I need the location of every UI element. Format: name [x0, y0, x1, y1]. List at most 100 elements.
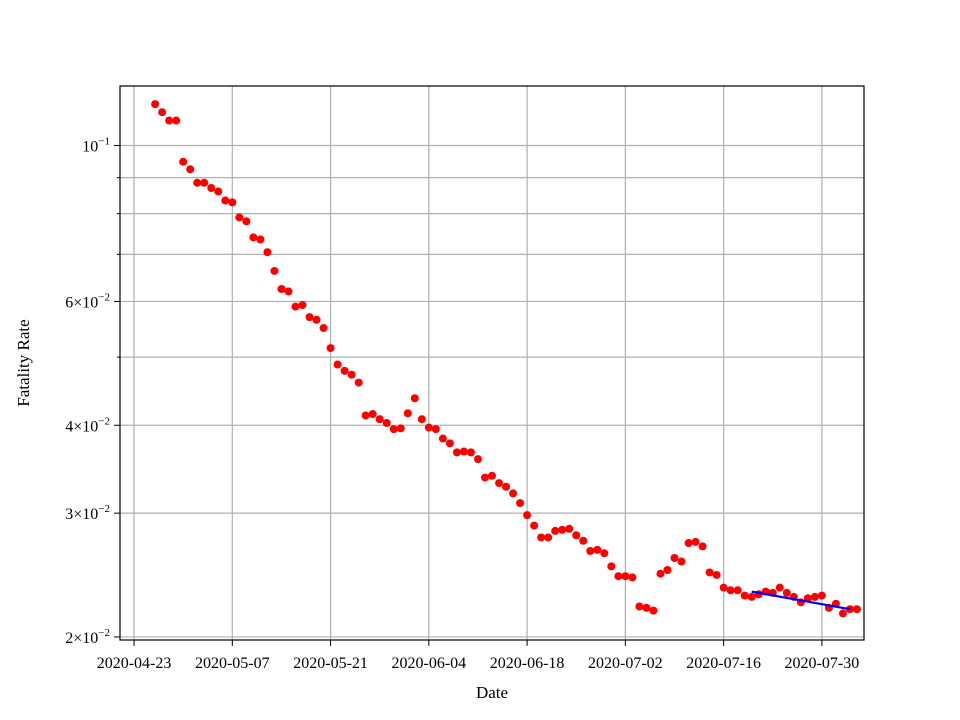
data-point: [775, 583, 784, 592]
data-point: [719, 583, 728, 592]
data-point: [621, 572, 630, 581]
y-tick-times: ×: [73, 630, 82, 647]
data-point: [579, 536, 588, 545]
data-point: [663, 566, 672, 575]
data-point: [649, 606, 658, 615]
y-tick-base: 10: [82, 506, 98, 523]
y-tick-exponent: −2: [98, 503, 110, 515]
data-point: [838, 609, 847, 618]
data-point: [466, 448, 475, 457]
data-point: [509, 489, 518, 498]
data-point: [452, 448, 461, 457]
data-point: [628, 573, 637, 582]
data-point: [488, 471, 496, 480]
x-tick-label: 2020-06-18: [490, 655, 565, 672]
data-point: [375, 415, 384, 424]
data-point: [396, 424, 405, 433]
y-tick-base: 10: [82, 294, 98, 311]
data-point: [445, 439, 454, 448]
data-point: [733, 586, 742, 595]
data-point: [298, 301, 307, 310]
y-tick-times: ×: [73, 418, 82, 435]
x-tick-label: 2020-07-02: [588, 655, 663, 672]
x-tick-label: 2020-07-30: [785, 655, 860, 672]
data-point: [473, 455, 482, 464]
data-point: [438, 434, 447, 443]
data-point: [817, 591, 826, 600]
data-point: [635, 602, 644, 611]
data-point: [614, 572, 623, 581]
data-point: [691, 537, 700, 546]
data-point: [586, 546, 595, 555]
data-point: [495, 479, 504, 488]
y-tick-mantissa: 4: [65, 418, 73, 435]
data-point: [593, 545, 602, 554]
data-point: [312, 315, 321, 324]
data-point: [193, 178, 202, 187]
data-point: [207, 183, 216, 192]
data-point: [249, 233, 258, 242]
data-point: [712, 570, 721, 579]
data-point: [179, 157, 188, 166]
data-point: [642, 603, 651, 612]
y-tick-times: ×: [73, 294, 82, 311]
x-axis-label: Date: [476, 683, 508, 702]
data-point: [740, 591, 749, 600]
data-point: [361, 411, 370, 420]
data-point: [368, 410, 377, 419]
x-tick-label: 2020-06-04: [392, 655, 467, 672]
data-point: [705, 568, 714, 577]
data-point: [572, 531, 581, 540]
data-point: [277, 284, 286, 293]
data-point: [319, 324, 328, 333]
y-tick-mantissa: 2: [65, 630, 73, 647]
data-point: [782, 588, 791, 597]
data-point: [354, 378, 363, 387]
y-tick-label: 10−1: [82, 135, 110, 155]
y-tick-label: 2×10−2: [65, 627, 110, 647]
data-point: [558, 525, 567, 534]
x-tick-label: 2020-05-07: [195, 655, 270, 672]
data-point: [607, 562, 616, 571]
data-point: [326, 344, 335, 353]
data-point: [256, 235, 265, 244]
data-point: [151, 100, 160, 109]
data-point: [389, 425, 398, 434]
y-axis-label: Fatality Rate: [14, 319, 33, 406]
data-point: [726, 586, 735, 595]
data-point: [158, 108, 167, 117]
data-point: [200, 178, 209, 187]
data-point: [382, 418, 391, 427]
data-point: [684, 539, 693, 548]
data-point: [333, 360, 342, 369]
y-tick-exponent: −2: [98, 291, 110, 303]
y-tick-label: 3×10−2: [65, 503, 110, 523]
y-tick-label: 4×10−2: [65, 415, 110, 435]
data-point: [747, 592, 756, 601]
data-point: [410, 394, 419, 403]
data-point: [537, 533, 546, 542]
data-point: [291, 302, 300, 311]
data-point: [235, 213, 244, 222]
plot-frame: [119, 85, 865, 641]
x-tick-label: 2020-07-16: [686, 655, 761, 672]
x-tick-label: 2020-05-21: [293, 655, 368, 672]
data-point: [523, 511, 532, 520]
data-point: [424, 423, 433, 432]
data-point: [565, 524, 574, 533]
data-point: [242, 217, 251, 226]
data-point: [530, 521, 539, 530]
y-tick-base: 10: [82, 418, 98, 435]
x-tick-label: 2020-04-23: [97, 655, 172, 672]
y-tick-base: 10: [82, 138, 98, 155]
data-point: [544, 533, 553, 542]
y-tick-times: ×: [73, 506, 82, 523]
data-point: [270, 266, 279, 275]
data-point: [228, 198, 237, 207]
y-tick-exponent: −2: [98, 627, 110, 639]
plot-data: [151, 100, 861, 618]
grid-lines: [120, 86, 864, 640]
y-tick-base: 10: [82, 630, 98, 647]
data-point: [656, 569, 665, 578]
data-point: [186, 165, 195, 174]
